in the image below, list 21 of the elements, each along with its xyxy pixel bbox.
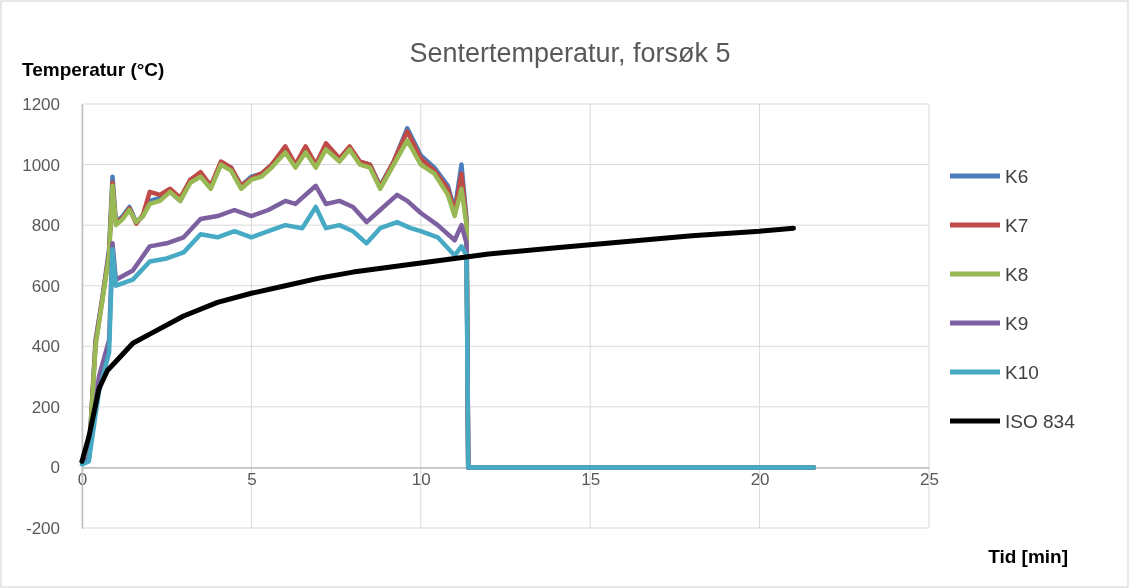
y-tick-label: 400 <box>31 337 60 357</box>
y-tick-label: 200 <box>31 397 60 417</box>
legend-label: K8 <box>1005 264 1029 285</box>
x-tick-label: 15 <box>581 470 601 490</box>
y-tick-label: 800 <box>31 216 60 236</box>
legend-label: K6 <box>1005 166 1029 187</box>
legend-label: K10 <box>1005 362 1039 383</box>
x-tick-label: 25 <box>920 470 939 490</box>
y-tick-label: 600 <box>31 276 60 296</box>
y-tick-label: 1000 <box>22 155 60 175</box>
y-tick-label: 1200 <box>22 94 60 114</box>
y-axis-title: Temperatur (°C) <box>22 59 165 80</box>
y-tick-label: -200 <box>25 518 60 538</box>
chart-title: Sentertemperatur, forsøk 5 <box>409 38 731 68</box>
x-tick-label: 10 <box>411 470 431 490</box>
legend-label: K7 <box>1005 215 1029 236</box>
x-axis-title: Tid [min] <box>988 546 1068 567</box>
x-tick-label: 20 <box>750 470 770 490</box>
legend-label: ISO 834 <box>1005 411 1076 432</box>
legend-label: K9 <box>1005 313 1029 334</box>
x-tick-label: 5 <box>247 470 257 490</box>
